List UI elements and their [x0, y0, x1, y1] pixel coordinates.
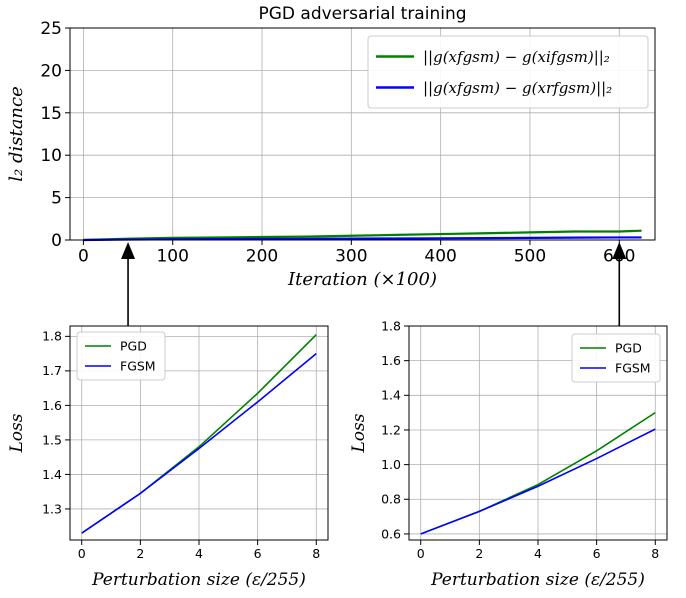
y-tick-label: 1.8 [381, 318, 401, 333]
plot-frame [69, 27, 656, 241]
series-line-2 [81, 352, 317, 534]
x-axis-label: Perturbation size (ε/255) [430, 570, 645, 590]
series-line-1 [83, 229, 642, 242]
y-tick-label: 20 [40, 61, 62, 81]
legend-label: PGD [615, 340, 642, 355]
connector-arrow-2 [612, 242, 627, 326]
x-tick-label: 4 [534, 546, 542, 561]
x-tick-label: 2 [475, 546, 483, 561]
y-tick-label: 0.8 [381, 492, 401, 507]
y-tick-label: 0.6 [381, 526, 401, 541]
x-axis-label: Perturbation size (ε/255) [91, 570, 306, 590]
x-tick-label: 400 [424, 247, 456, 267]
legend: ||g(xfgsm) − g(xifgsm)||₂ ||g(xfgsm) − g(… [367, 35, 649, 109]
connector-arrow-1 [121, 242, 136, 326]
x-tick-label: 0 [78, 247, 89, 267]
legend-label: PGD [120, 338, 147, 353]
chart-bl: 0 2 4 6 8 1.3 1.4 1.5 1.6 1.7 1.8 Perturbation size… [7, 325, 329, 590]
arrow-head [612, 242, 627, 259]
y-tick-label: 1.8 [42, 329, 62, 344]
x-tick-label: 200 [246, 247, 278, 267]
y-tick-label: 1.4 [42, 467, 62, 482]
x-tick-label: 100 [156, 247, 188, 267]
x-tick-label: 8 [651, 546, 659, 561]
chart-top: 01002003004005006000510152025PGD adversa… [6, 4, 656, 290]
x-tick-label: 500 [514, 247, 546, 267]
x-tick-label: 8 [312, 546, 320, 561]
y-tick-label: 25 [40, 19, 62, 39]
chart-br: 0 2 4 6 8 0.6 0.8 1.0 1.2 1.4 1.6 1.8 Perturbation s… [349, 318, 668, 590]
series-line-2 [83, 236, 642, 242]
legend-label: ||g(xfgsm) − g(xrfgsm)||₂ [423, 79, 612, 97]
y-tick-label: 0 [51, 231, 62, 251]
arrow-head [121, 242, 136, 259]
x-tick-label: 2 [136, 546, 144, 561]
x-tick-label: 6 [254, 546, 262, 561]
y-tick-label: 1.6 [42, 398, 62, 413]
legend: PGD FGSM [571, 333, 661, 383]
x-tick-label: 0 [78, 546, 86, 561]
legend-box [571, 333, 661, 383]
y-tick-label: 15 [40, 104, 62, 124]
x-tick-label: 6 [593, 546, 601, 561]
legend-label: FGSM [615, 360, 651, 375]
y-tick-label: 5 [51, 189, 62, 209]
legend-box [76, 331, 166, 381]
y-axis-label: Loss [7, 413, 27, 453]
series-line-2 [420, 428, 656, 535]
chart-title: PGD adversarial training [258, 4, 466, 24]
y-tick-label: 10 [40, 146, 62, 166]
y-tick-label: 1.0 [381, 457, 401, 472]
x-tick-label: 0 [417, 546, 425, 561]
y-tick-label: 1.6 [381, 353, 401, 368]
legend: PGD FGSM [76, 331, 166, 381]
x-tick-label: 4 [195, 546, 203, 561]
y-tick-label: 1.4 [381, 388, 401, 403]
y-tick-label: 1.7 [42, 363, 62, 378]
y-tick-label: 1.3 [42, 501, 62, 516]
y-axis-label: l₂ distance [6, 86, 27, 182]
legend-label: FGSM [120, 358, 156, 373]
y-axis-label: Loss [349, 413, 369, 453]
y-tick-label: 1.5 [42, 432, 62, 447]
legend-label: ||g(xfgsm) − g(xifgsm)||₂ [423, 48, 610, 66]
x-axis-label: Iteration (×100) [287, 269, 437, 290]
y-tick-label: 1.2 [381, 422, 401, 437]
legend-box [367, 35, 649, 109]
x-tick-label: 300 [335, 247, 367, 267]
